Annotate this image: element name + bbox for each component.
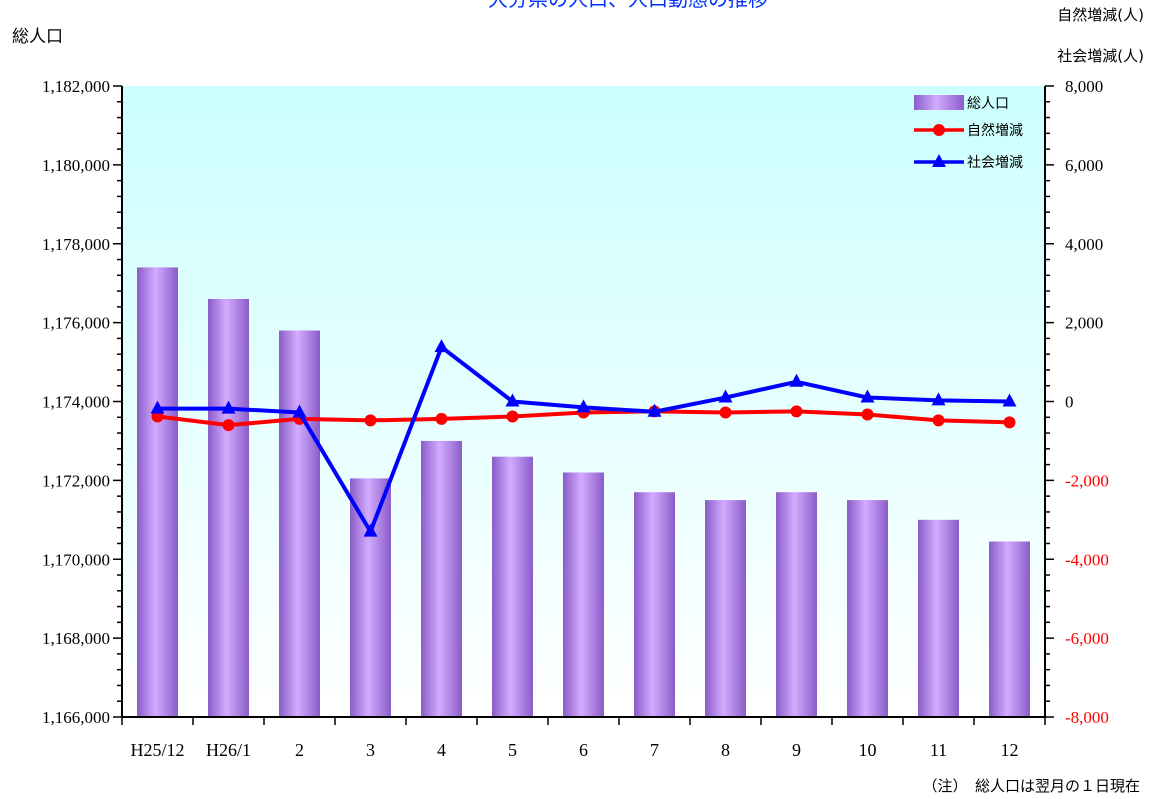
bar-total-population [492,456,533,717]
marker-social-change [363,523,378,537]
left-tick-label: 1,170,000 [42,550,110,569]
tick-labels: 1,166,000 1,168,000 1,170,000 1,172,000 1,17… [42,77,1109,760]
marker-social-change [576,399,591,413]
left-tick-label: 1,168,000 [42,629,110,648]
x-tick-label: 10 [859,740,877,760]
x-tick-label: 3 [366,740,375,760]
marker-social-change [789,373,804,387]
chart-title: 大分県の人口、人口動態の推移 [488,0,768,11]
x-tick-label: 12 [1001,740,1019,760]
marker-social-change [434,339,449,353]
bar-total-population [989,541,1030,717]
right-tick-label: -2,000 [1065,471,1109,490]
x-tick-label: 4 [437,740,446,760]
marker-natural-change [1003,416,1016,429]
left-axis-label: 総人口 [12,27,63,47]
legend-marker-natural [933,124,945,136]
legend-label-natural: 自然増減 [967,122,1023,139]
bar-series-total-population [137,267,1030,717]
bar-total-population [421,440,462,717]
right-tick-label: 8,000 [1065,77,1103,96]
bar-total-population [208,298,249,717]
marker-natural-change [364,414,377,427]
x-tick-label: H26/1 [206,740,251,760]
marker-social-change [1002,393,1017,407]
legend-marker-social [932,154,946,167]
left-tick-label: 1,176,000 [42,314,110,333]
left-tick-label: 1,182,000 [42,77,110,96]
marker-social-change [860,389,875,403]
left-tick-label: 1,174,000 [42,393,110,412]
bar-total-population [918,519,959,717]
marker-social-change [931,392,946,406]
x-tick-label: 8 [721,740,730,760]
marker-social-change [150,400,165,414]
right-axis-label-social: 社会増減(人) [1057,47,1144,65]
right-tick-label: 4,000 [1065,235,1103,254]
right-tick-label: -4,000 [1065,550,1109,569]
bar-total-population [847,500,888,717]
left-tick-label: 1,172,000 [42,471,110,490]
right-tick-label: 2,000 [1065,314,1103,333]
footnote: （注） 総人口は翌月の１日現在 [922,777,1140,795]
marker-social-change [292,404,307,418]
x-tick-label: 6 [579,740,588,760]
line-series-group [150,339,1017,537]
marker-social-change [647,403,662,417]
right-axis-label-natural: 自然増減(人) [1057,6,1144,24]
bar-total-population [350,478,391,717]
bar-total-population [634,492,675,717]
bar-total-population [776,492,817,717]
right-tick-label: 0 [1065,393,1074,412]
legend: 総人口 自然増減 社会増減 [914,95,1023,171]
marker-natural-change [435,412,448,425]
x-tick-label: H25/12 [131,740,185,760]
marker-natural-change [222,419,235,432]
marker-natural-change [790,405,803,418]
left-tick-label: 1,178,000 [42,235,110,254]
right-tick-label: 6,000 [1065,156,1103,175]
right-tick-label: -8,000 [1065,708,1109,727]
marker-social-change [221,400,236,414]
x-tick-label: 7 [650,740,659,760]
marker-natural-change [861,408,874,421]
marker-natural-change [506,410,519,423]
x-tick-label: 5 [508,740,517,760]
marker-social-change [718,389,733,403]
left-tick-label: 1,166,000 [42,708,110,727]
marker-natural-change [932,414,945,427]
marker-natural-change [719,406,732,419]
axes [113,85,1054,725]
x-tick-label: 9 [792,740,801,760]
legend-label-total-population: 総人口 [967,96,1009,112]
left-tick-label: 1,180,000 [42,156,110,175]
legend-swatch-total-population [914,95,964,110]
bar-total-population [137,267,178,717]
right-tick-label: -6,000 [1065,629,1109,648]
bar-total-population [563,472,604,717]
marker-social-change [505,393,520,407]
x-tick-label: 2 [295,740,304,760]
x-tick-label: 11 [930,740,947,760]
bar-total-population [279,330,320,717]
bar-total-population [705,500,746,717]
legend-label-social: 社会増減 [967,154,1023,171]
